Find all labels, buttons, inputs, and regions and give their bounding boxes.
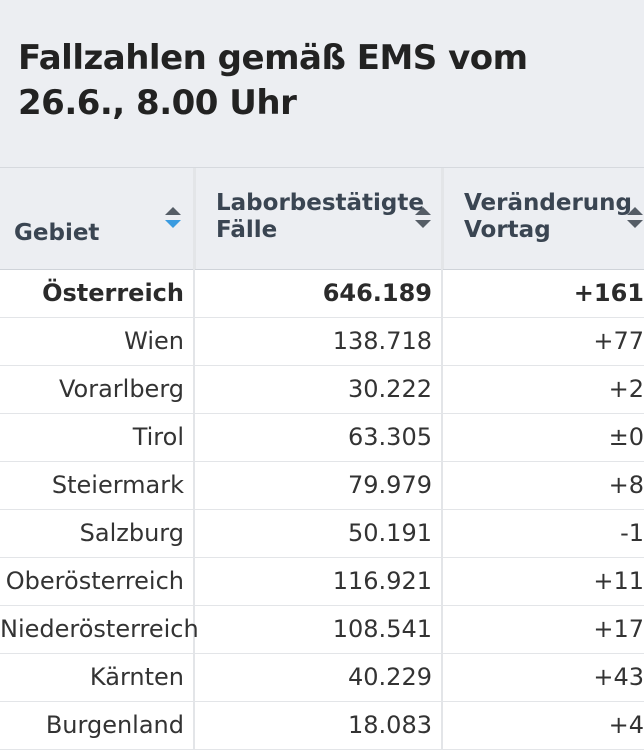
cell-change: +11 [593, 567, 644, 595]
table-header-banner: Fallzahlen gemäß EMS vom 26.6., 8.00 Uhr [0, 0, 644, 168]
cell-cases: 18.083 [348, 711, 432, 739]
cell-cases: 116.921 [332, 567, 432, 595]
cell-cases: 108.541 [332, 615, 432, 643]
cell-cases: 50.191 [348, 519, 432, 547]
cell-change: +8 [608, 471, 644, 499]
cell-cases: 646.189 [322, 279, 432, 307]
sort-icon[interactable] [414, 205, 432, 231]
cell-change: +161 [573, 279, 644, 307]
cell-region: Salzburg [79, 519, 184, 547]
column-header-label: Laborbestätigte Fälle [216, 190, 424, 243]
cell-region: Steiermark [51, 471, 184, 499]
cell-region: Vorarlberg [58, 375, 184, 403]
cell-change: ±0 [608, 423, 644, 451]
cell-region: Burgenland [45, 711, 184, 739]
table-row: Steiermark 79.979 +8 [0, 462, 644, 510]
cell-region: Österreich [42, 279, 184, 307]
table-column-headers: Gebiet Laborbestätigte Fälle Veränderung… [0, 168, 644, 270]
table-title: Fallzahlen gemäß EMS vom 26.6., 8.00 Uhr [18, 38, 528, 123]
column-header-gebiet[interactable]: Gebiet [0, 168, 194, 269]
cell-change: +2 [608, 375, 644, 403]
cell-region: Niederösterreich [0, 615, 199, 643]
column-divider [441, 168, 443, 750]
cell-change: +77 [593, 327, 644, 355]
column-header-label: Gebiet [14, 220, 100, 246]
cell-change: +17 [593, 615, 644, 643]
cell-cases: 79.979 [348, 471, 432, 499]
cell-change: +43 [593, 663, 644, 691]
table-row-total: Österreich 646.189 +161 [0, 270, 644, 318]
column-header-cases[interactable]: Laborbestätigte Fälle [194, 168, 442, 269]
sort-icon[interactable] [626, 205, 644, 231]
table-row: Oberösterreich 116.921 +11 [0, 558, 644, 606]
cell-change: +4 [608, 711, 644, 739]
table-row: Tirol 63.305 ±0 [0, 414, 644, 462]
table-row: Salzburg 50.191 -1 [0, 510, 644, 558]
cell-cases: 30.222 [348, 375, 432, 403]
table-row: Niederösterreich 108.541 +17 [0, 606, 644, 654]
column-divider [193, 168, 195, 750]
cell-cases: 40.229 [348, 663, 432, 691]
cell-region: Tirol [132, 423, 184, 451]
column-header-change[interactable]: Veränderung Vortag [442, 168, 644, 269]
table-row: Burgenland 18.083 +4 [0, 702, 644, 750]
table-row: Vorarlberg 30.222 +2 [0, 366, 644, 414]
column-header-label: Veränderung Vortag [464, 190, 632, 243]
table-row: Kärnten 40.229 +43 [0, 654, 644, 702]
sort-descending-icon[interactable] [164, 205, 182, 231]
cell-region: Kärnten [89, 663, 184, 691]
table-row: Wien 138.718 +77 [0, 318, 644, 366]
cell-cases: 63.305 [348, 423, 432, 451]
cell-region: Wien [124, 327, 184, 355]
cell-cases: 138.718 [332, 327, 432, 355]
cell-change: -1 [620, 519, 644, 547]
cell-region: Oberösterreich [5, 567, 184, 595]
